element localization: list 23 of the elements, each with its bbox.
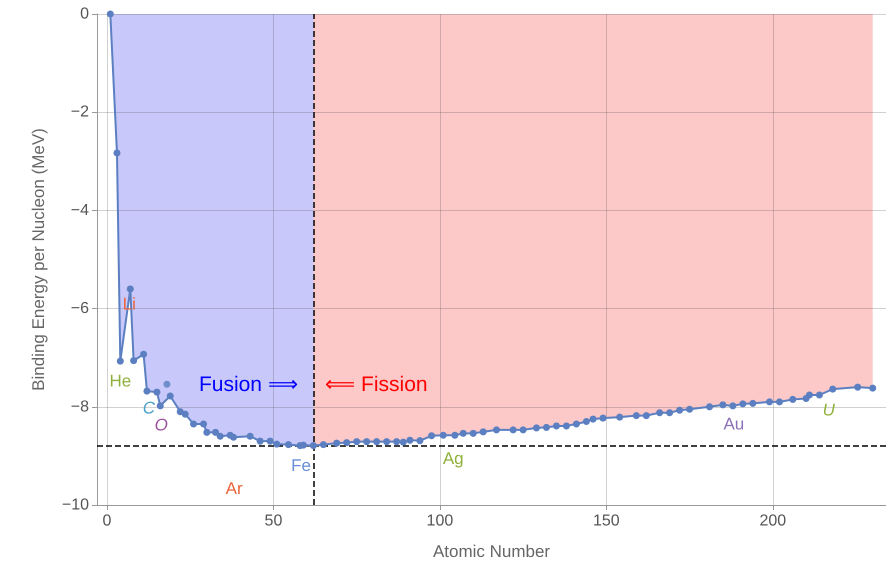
annotation: He bbox=[109, 372, 132, 391]
y-tick-label: 0 bbox=[80, 6, 90, 22]
x-tick-label: 0 bbox=[102, 512, 112, 530]
y-tick-label: −2 bbox=[70, 104, 90, 121]
x-tick-label: 150 bbox=[593, 512, 620, 530]
x-axis-title: Atomic Number bbox=[432, 542, 550, 561]
x-tick-label: 100 bbox=[426, 512, 454, 530]
annotation: Ar bbox=[226, 478, 244, 498]
y-tick-label: −4 bbox=[70, 202, 90, 219]
y-tick-label: −10 bbox=[62, 496, 90, 514]
annotation: O bbox=[154, 415, 168, 434]
annotation: Fusion ⟹ bbox=[198, 373, 298, 396]
annotation: U bbox=[822, 400, 836, 420]
y-tick-label: −8 bbox=[70, 398, 90, 416]
y-tick-label: −6 bbox=[70, 300, 90, 318]
annotation: Fe bbox=[291, 456, 311, 476]
annotation: Au bbox=[723, 414, 744, 434]
annotation: Ag bbox=[442, 448, 464, 468]
annotation: ⟸ Fission bbox=[325, 373, 428, 396]
x-tick-label: 50 bbox=[264, 512, 282, 530]
y-axis-title: Binding Energy per Nucleon (MeV) bbox=[29, 128, 48, 391]
annotation: C bbox=[142, 398, 156, 418]
x-tick-label: 200 bbox=[759, 512, 786, 530]
